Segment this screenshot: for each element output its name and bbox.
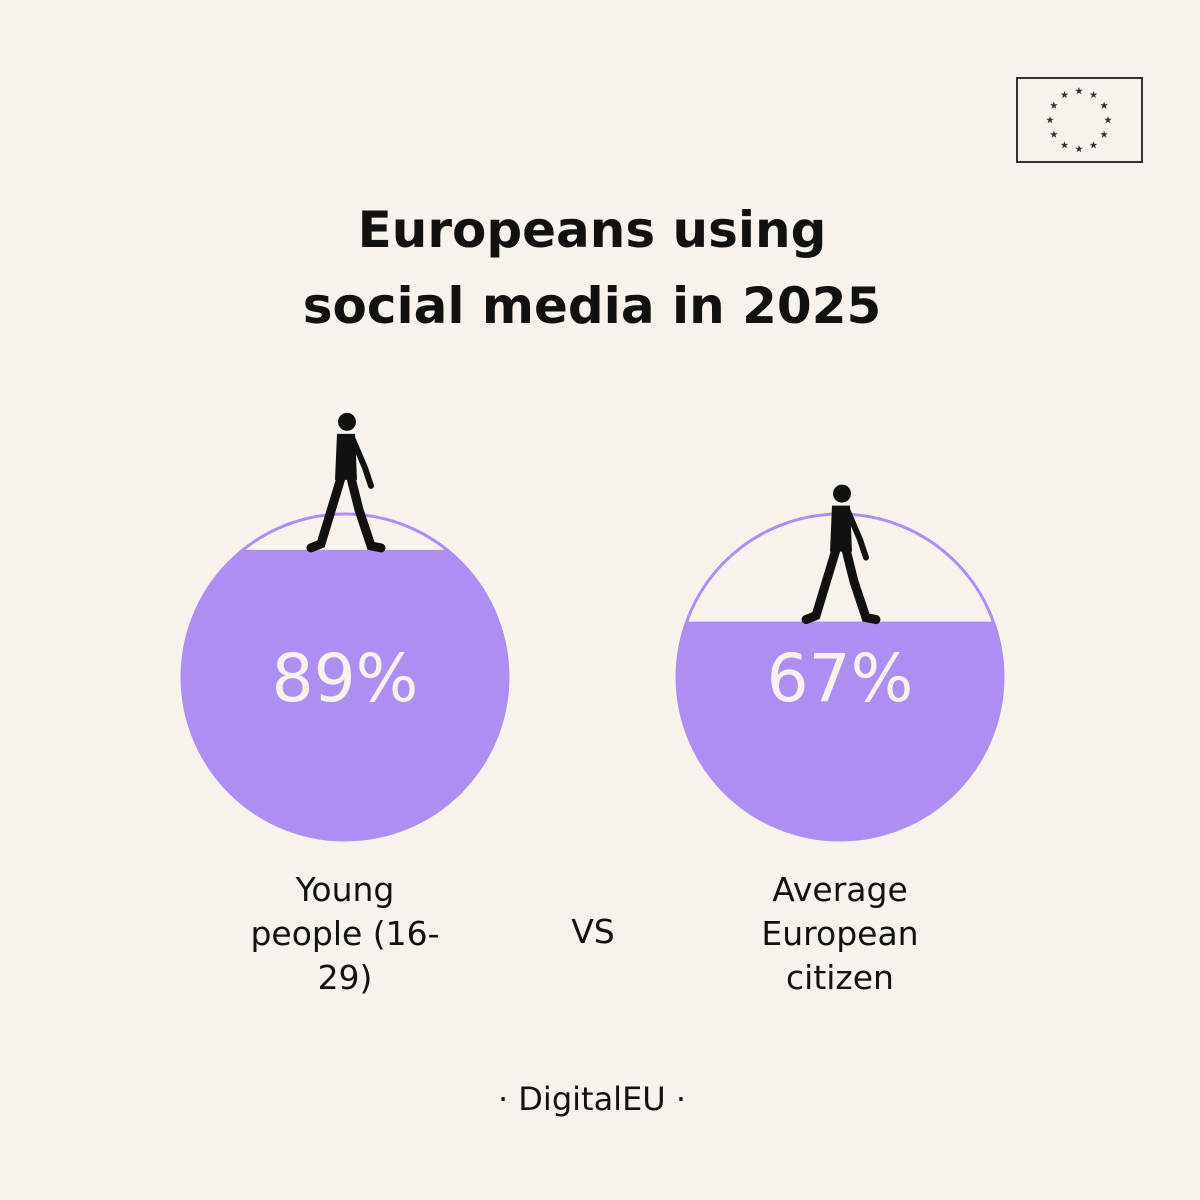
- fill-level: [182, 549, 508, 840]
- walker-body: [830, 505, 852, 552]
- eu-flag: [1016, 77, 1143, 163]
- chart-title: Europeans using social media in 2025: [302, 201, 882, 335]
- walker-arm: [845, 508, 869, 561]
- footer: · DigitalEU ·: [497, 1080, 687, 1118]
- walker-legs: [306, 473, 386, 553]
- flag-star: [1050, 130, 1058, 138]
- category-label: Average European citizen: [761, 870, 919, 997]
- flag-star: [1089, 141, 1098, 149]
- flag-star: [1075, 145, 1083, 153]
- value-label: 89%: [272, 640, 419, 717]
- walker-legs: [801, 545, 881, 625]
- walker-arm: [350, 436, 374, 489]
- walker-body: [335, 433, 357, 480]
- flag-star: [1104, 116, 1112, 124]
- flag-star: [1089, 90, 1098, 99]
- separator: VS: [571, 912, 615, 951]
- walker: [306, 412, 386, 553]
- flag-star: [1100, 130, 1108, 138]
- flag-star: [1060, 141, 1069, 149]
- flag-star: [1100, 101, 1108, 109]
- walker-head: [338, 412, 356, 431]
- category-label: Young people (16-29): [250, 870, 440, 997]
- value-label: 67%: [767, 640, 914, 717]
- flag-star: [1075, 87, 1083, 95]
- flag-star: [1046, 116, 1054, 124]
- flag-star: [1050, 101, 1058, 109]
- flag-star: [1060, 90, 1069, 99]
- walker-head: [833, 484, 851, 503]
- walker: [801, 484, 881, 625]
